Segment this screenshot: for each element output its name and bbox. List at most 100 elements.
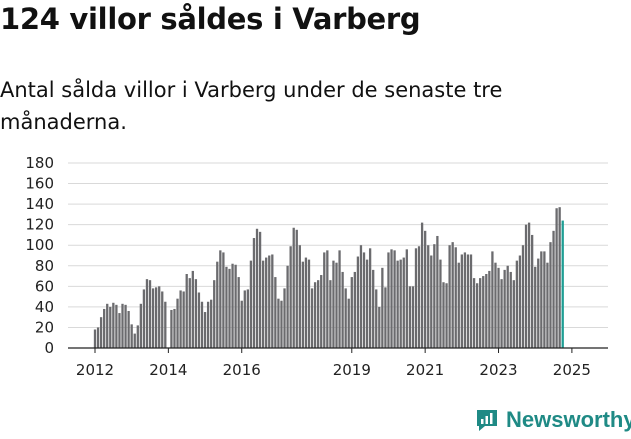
bar bbox=[188, 278, 191, 348]
bar bbox=[173, 308, 176, 348]
bar bbox=[494, 262, 497, 348]
bar bbox=[439, 259, 442, 348]
bar bbox=[375, 289, 378, 348]
bar bbox=[185, 274, 188, 348]
bar bbox=[124, 304, 127, 348]
bar bbox=[527, 222, 531, 348]
y-tick-label: 140 bbox=[25, 195, 54, 213]
bar bbox=[161, 291, 164, 348]
bar bbox=[197, 292, 201, 348]
x-tick-label: 2021 bbox=[406, 361, 444, 379]
bar bbox=[472, 278, 476, 348]
bar bbox=[411, 286, 415, 348]
bar bbox=[445, 283, 448, 348]
bar bbox=[503, 269, 506, 348]
brand: Newsworthy bbox=[474, 407, 631, 433]
bar bbox=[384, 287, 387, 348]
bar bbox=[488, 270, 491, 348]
bar bbox=[112, 302, 115, 348]
bar bbox=[427, 245, 430, 348]
bar bbox=[463, 252, 467, 348]
bar bbox=[115, 304, 118, 348]
bar bbox=[179, 290, 182, 348]
bar bbox=[442, 282, 445, 348]
bar bbox=[210, 299, 213, 348]
bar bbox=[121, 303, 124, 348]
bar bbox=[344, 288, 347, 348]
bar bbox=[540, 251, 543, 348]
bar bbox=[405, 249, 408, 348]
bar bbox=[191, 270, 194, 348]
bar bbox=[558, 207, 561, 348]
x-tick-label: 2012 bbox=[76, 361, 114, 379]
bar bbox=[417, 246, 421, 348]
bar bbox=[323, 252, 326, 348]
bar bbox=[310, 288, 314, 348]
y-tick-label: 0 bbox=[44, 339, 54, 357]
bar bbox=[347, 298, 350, 348]
bar bbox=[286, 265, 289, 348]
bar bbox=[460, 254, 463, 348]
bar bbox=[552, 230, 555, 348]
bar bbox=[130, 324, 133, 348]
bar bbox=[252, 238, 256, 348]
y-tick-label: 60 bbox=[35, 277, 54, 295]
bar bbox=[237, 277, 240, 348]
bar bbox=[222, 252, 225, 348]
bar bbox=[512, 280, 515, 348]
bar bbox=[531, 234, 534, 348]
bar bbox=[482, 276, 485, 348]
bar bbox=[234, 264, 237, 348]
bar bbox=[127, 311, 130, 348]
bar bbox=[258, 231, 262, 348]
bar bbox=[372, 269, 375, 348]
bar bbox=[249, 260, 253, 348]
bar bbox=[381, 267, 384, 348]
bar bbox=[543, 251, 546, 348]
bar bbox=[151, 288, 155, 348]
bar bbox=[240, 300, 243, 348]
x-axis: 2012 2014 2016 2019 2021 2023 2025 bbox=[68, 347, 608, 379]
bar bbox=[414, 248, 418, 348]
bar bbox=[304, 257, 308, 348]
bar bbox=[317, 280, 320, 348]
bars bbox=[93, 207, 564, 348]
bar bbox=[408, 286, 412, 348]
bar bbox=[475, 283, 479, 348]
bar bbox=[265, 257, 268, 348]
bar bbox=[515, 260, 519, 348]
bar bbox=[203, 312, 207, 348]
bar bbox=[338, 250, 341, 348]
bar bbox=[469, 254, 473, 348]
bar bbox=[106, 303, 109, 348]
bar bbox=[420, 222, 424, 348]
bar bbox=[96, 327, 100, 348]
bar bbox=[164, 301, 167, 348]
bar bbox=[393, 250, 396, 348]
bar bbox=[497, 267, 500, 348]
bar bbox=[313, 282, 317, 348]
bar bbox=[378, 306, 381, 348]
bar bbox=[329, 280, 332, 348]
bar bbox=[521, 245, 525, 348]
bar bbox=[356, 256, 360, 348]
bar bbox=[448, 245, 451, 348]
bar bbox=[387, 252, 390, 348]
data-labels: 124 bbox=[566, 150, 598, 155]
bar bbox=[479, 278, 482, 348]
bar bbox=[335, 262, 338, 348]
bar bbox=[307, 259, 311, 348]
bar bbox=[255, 228, 259, 348]
bar bbox=[365, 259, 369, 348]
x-tick-label: 2014 bbox=[149, 361, 187, 379]
x-tick-label: 2023 bbox=[479, 361, 517, 379]
bar bbox=[246, 289, 249, 348]
bar bbox=[485, 274, 488, 348]
y-tick-label: 100 bbox=[25, 236, 54, 254]
bar bbox=[136, 325, 139, 348]
bar bbox=[154, 287, 158, 348]
bar bbox=[396, 260, 399, 348]
bar bbox=[555, 208, 558, 348]
x-tick-label: 2016 bbox=[223, 361, 261, 379]
